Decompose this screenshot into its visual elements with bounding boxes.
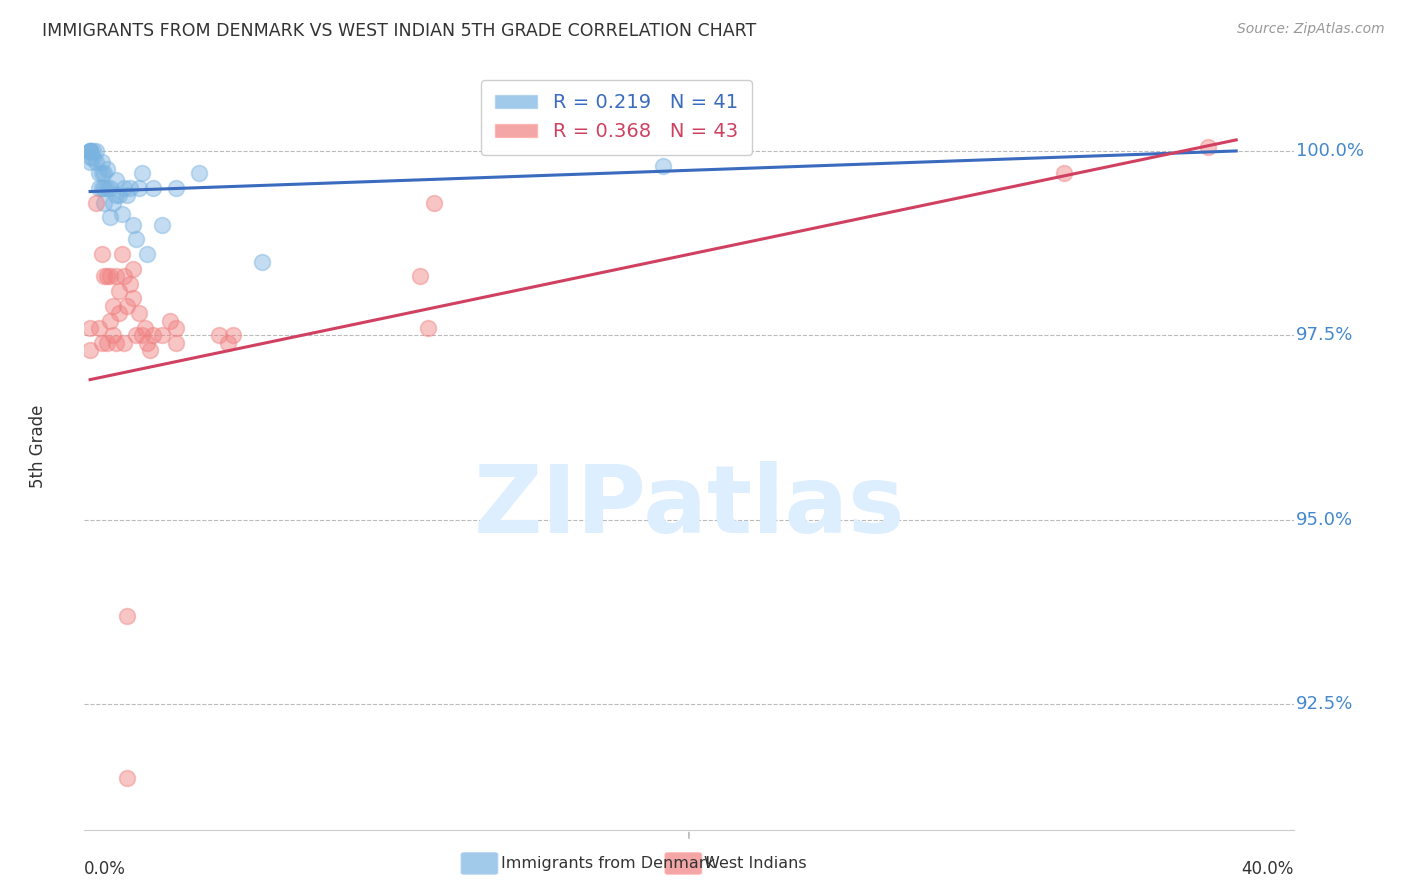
Point <box>90 335 112 350</box>
Text: 100.0%: 100.0% <box>1296 142 1364 160</box>
Point <box>134 321 156 335</box>
Text: 92.5%: 92.5% <box>1296 695 1354 714</box>
Point <box>84 144 107 158</box>
Text: West Indians: West Indians <box>704 856 807 871</box>
Legend: R = 0.219   N = 41, R = 0.368   N = 43: R = 0.219 N = 41, R = 0.368 N = 43 <box>481 79 752 155</box>
Text: 40.0%: 40.0% <box>1241 860 1294 879</box>
Point <box>93 195 115 210</box>
Point <box>250 254 273 268</box>
Point <box>90 155 112 169</box>
Point <box>110 247 132 261</box>
Point <box>101 328 124 343</box>
Point <box>128 306 150 320</box>
Text: 95.0%: 95.0% <box>1296 511 1353 529</box>
Point <box>104 335 127 350</box>
Point <box>117 771 139 785</box>
Point <box>125 328 148 343</box>
Point <box>107 306 129 320</box>
Point <box>79 321 101 335</box>
Point <box>408 269 430 284</box>
Text: Immigrants from Denmark: Immigrants from Denmark <box>501 856 714 871</box>
Point <box>423 195 446 210</box>
Point <box>142 181 165 195</box>
Point <box>159 313 181 327</box>
Point <box>98 269 121 284</box>
Point <box>418 321 440 335</box>
Point <box>107 284 129 298</box>
Point <box>1197 140 1219 154</box>
Point <box>82 144 104 158</box>
Point <box>101 195 124 210</box>
Point <box>117 188 139 202</box>
Text: 97.5%: 97.5% <box>1296 326 1354 344</box>
Point <box>122 262 145 277</box>
Point <box>217 335 239 350</box>
Point <box>79 144 101 158</box>
Point <box>84 195 107 210</box>
Point <box>87 321 110 335</box>
Point <box>87 166 110 180</box>
Point <box>96 181 118 195</box>
Text: 5th Grade: 5th Grade <box>30 404 48 488</box>
Point <box>79 144 101 158</box>
Point <box>96 162 118 177</box>
Point <box>101 299 124 313</box>
Point <box>122 292 145 306</box>
Point <box>142 328 165 343</box>
Point <box>125 232 148 246</box>
Point <box>79 343 101 358</box>
Point <box>122 218 145 232</box>
Point <box>150 328 173 343</box>
Point <box>79 144 101 158</box>
Point <box>93 269 115 284</box>
Point <box>117 299 139 313</box>
Point <box>98 211 121 225</box>
Point <box>131 166 153 180</box>
Point <box>114 335 136 350</box>
Point <box>188 166 211 180</box>
Point <box>104 173 127 187</box>
Point <box>87 181 110 195</box>
Text: 0.0%: 0.0% <box>84 860 127 879</box>
Point <box>79 155 101 169</box>
Point <box>110 207 132 221</box>
Point <box>136 335 159 350</box>
Point <box>93 181 115 195</box>
Point <box>104 188 127 202</box>
Point <box>79 144 101 158</box>
Point <box>104 269 127 284</box>
Text: ZIPatlas: ZIPatlas <box>474 461 904 553</box>
Point <box>136 247 159 261</box>
Point <box>208 328 231 343</box>
Point <box>96 269 118 284</box>
Point <box>98 181 121 195</box>
Point <box>150 218 173 232</box>
Point <box>165 181 187 195</box>
Point <box>222 328 245 343</box>
Point <box>84 155 107 169</box>
Point <box>120 181 142 195</box>
Point <box>131 328 153 343</box>
Point <box>90 166 112 180</box>
Point <box>114 181 136 195</box>
Point <box>165 321 187 335</box>
Point <box>120 277 142 291</box>
Point <box>165 335 187 350</box>
Point <box>90 247 112 261</box>
Point <box>107 188 129 202</box>
Point <box>117 608 139 623</box>
Point <box>139 343 162 358</box>
Point <box>98 313 121 327</box>
Point <box>114 269 136 284</box>
Point <box>93 166 115 180</box>
Point <box>652 159 675 173</box>
Point <box>82 152 104 166</box>
Point <box>96 335 118 350</box>
Text: Source: ZipAtlas.com: Source: ZipAtlas.com <box>1237 22 1385 37</box>
Point <box>128 181 150 195</box>
Point <box>1053 166 1076 180</box>
Point <box>90 181 112 195</box>
Text: IMMIGRANTS FROM DENMARK VS WEST INDIAN 5TH GRADE CORRELATION CHART: IMMIGRANTS FROM DENMARK VS WEST INDIAN 5… <box>42 22 756 40</box>
Point <box>79 150 101 164</box>
